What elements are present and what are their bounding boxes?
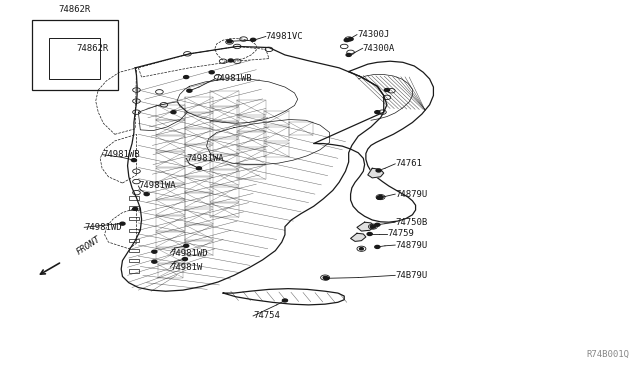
Text: 74981WB: 74981WB <box>215 74 253 83</box>
Circle shape <box>187 89 192 92</box>
Circle shape <box>250 38 255 41</box>
Text: FRONT: FRONT <box>75 235 102 257</box>
Circle shape <box>379 196 383 198</box>
Text: 74981WB: 74981WB <box>102 150 140 159</box>
Text: 74754: 74754 <box>253 311 280 320</box>
Polygon shape <box>351 233 366 241</box>
Circle shape <box>152 250 157 253</box>
Bar <box>49 38 100 79</box>
Circle shape <box>346 54 351 57</box>
Circle shape <box>371 225 376 228</box>
Bar <box>129 249 139 252</box>
Circle shape <box>196 167 202 170</box>
Polygon shape <box>357 222 374 231</box>
Text: 74981W: 74981W <box>170 263 202 272</box>
Circle shape <box>367 232 372 235</box>
Text: 74879U: 74879U <box>395 241 428 250</box>
Bar <box>129 217 139 220</box>
Circle shape <box>131 159 136 161</box>
Text: 74981WD: 74981WD <box>170 249 208 258</box>
Circle shape <box>282 299 287 302</box>
Circle shape <box>375 111 380 113</box>
Circle shape <box>375 246 380 248</box>
Circle shape <box>371 225 375 228</box>
Circle shape <box>182 258 188 260</box>
Bar <box>32 20 118 90</box>
Circle shape <box>360 248 364 250</box>
Circle shape <box>376 169 381 172</box>
Bar <box>129 228 139 232</box>
Text: 74879U: 74879U <box>395 190 428 199</box>
Circle shape <box>344 39 349 42</box>
Circle shape <box>323 276 327 279</box>
Circle shape <box>377 196 382 199</box>
Circle shape <box>120 222 125 225</box>
Text: 74759: 74759 <box>387 230 414 238</box>
Text: 74981WA: 74981WA <box>138 182 176 190</box>
Text: 74862R: 74862R <box>77 44 109 53</box>
Circle shape <box>385 89 390 92</box>
Text: 74B79U: 74B79U <box>395 271 428 280</box>
Circle shape <box>152 260 157 263</box>
Bar <box>129 259 139 262</box>
Circle shape <box>171 111 176 113</box>
Circle shape <box>184 244 189 247</box>
Text: 74300J: 74300J <box>357 30 389 39</box>
Text: R74B001Q: R74B001Q <box>586 350 629 359</box>
Text: 74981VC: 74981VC <box>266 32 303 41</box>
Circle shape <box>144 193 149 196</box>
Text: 74981WD: 74981WD <box>84 223 122 232</box>
Bar <box>129 269 139 273</box>
Circle shape <box>132 208 138 211</box>
Text: 74300A: 74300A <box>363 44 395 53</box>
Circle shape <box>348 38 353 41</box>
Circle shape <box>324 277 329 280</box>
Text: 74750B: 74750B <box>395 218 428 227</box>
Text: 74761: 74761 <box>395 159 422 169</box>
Circle shape <box>227 40 232 43</box>
Bar <box>129 196 139 200</box>
Circle shape <box>375 223 380 226</box>
Polygon shape <box>368 168 384 178</box>
Circle shape <box>378 196 383 199</box>
Text: 74981WA: 74981WA <box>186 154 224 163</box>
Bar <box>129 239 139 243</box>
Circle shape <box>209 71 214 74</box>
Text: 74862R: 74862R <box>59 5 91 14</box>
Bar <box>129 206 139 210</box>
Circle shape <box>184 76 189 78</box>
Circle shape <box>228 59 234 62</box>
